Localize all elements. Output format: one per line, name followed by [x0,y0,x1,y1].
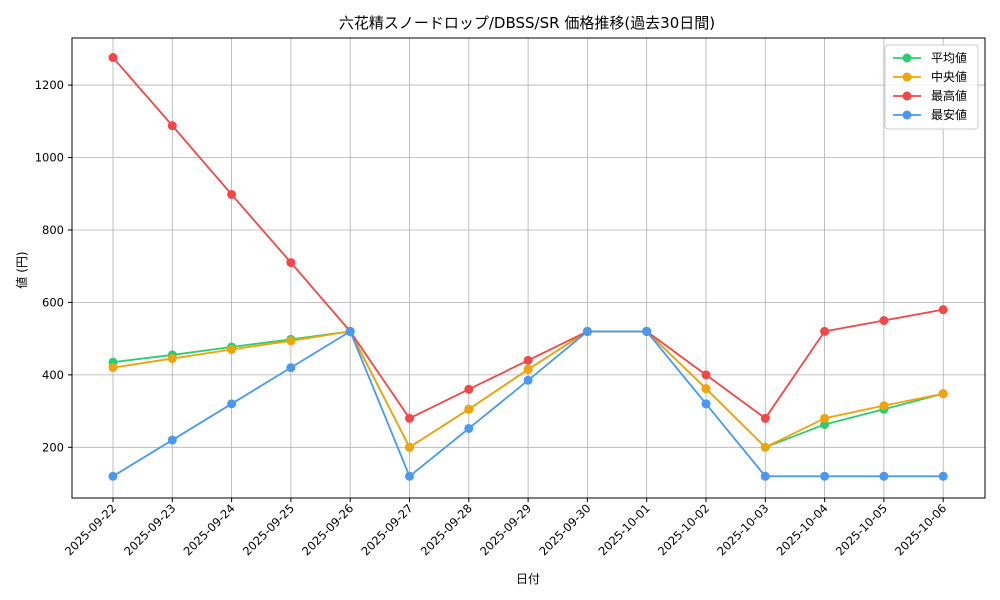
data-point [523,355,533,365]
data-point [108,471,118,481]
series-group [108,53,948,481]
data-point [464,384,474,394]
legend-item: 最高値 [893,88,967,103]
data-point [701,384,711,394]
grid [72,38,985,498]
data-point [938,471,948,481]
series-4 [108,326,948,481]
legend-item: 最安値 [893,107,967,122]
data-point [879,401,889,411]
legend-marker [902,110,912,120]
data-point [167,121,177,131]
y-tick-label: 1000 [35,151,64,165]
legend-label: 平均値 [931,50,967,65]
legend-marker [902,72,912,82]
data-point [464,404,474,414]
legend-item: 中央値 [893,69,967,84]
legend-label: 最安値 [931,107,967,122]
data-point [760,413,770,423]
y-tick-label: 600 [42,295,64,309]
data-point [286,363,296,373]
data-point [701,370,711,380]
y-tick-label: 400 [42,368,64,382]
data-point [820,419,830,429]
legend-label: 中央値 [931,69,967,84]
data-point [938,389,948,399]
data-point [227,344,237,354]
data-point [108,53,118,63]
data-point [760,471,770,481]
data-point [345,326,355,336]
y-tick-label: 1200 [35,78,64,92]
data-point [582,326,592,336]
data-point [523,364,533,374]
y-axis-label: 値 (円) [14,251,29,288]
data-point [760,442,770,452]
data-point [464,423,474,433]
data-point [227,399,237,409]
data-point [405,413,414,423]
y-tick-label: 200 [42,440,64,454]
data-point [227,189,237,199]
data-point [523,375,533,385]
y-tick-label: 800 [42,223,64,237]
chart-title: 六花精スノードロップ/DBSS/SR 価格推移(過去30日間) [339,14,715,32]
data-point [820,471,830,481]
legend-marker [902,53,912,63]
data-point [642,326,652,336]
data-point [167,354,177,364]
data-point [820,326,830,336]
data-point [701,399,711,409]
data-point [286,258,296,268]
data-point [286,336,296,346]
legend-box [884,44,979,130]
legend-item: 平均値 [893,50,967,65]
series-3 [108,53,948,423]
data-point [879,316,889,326]
x-axis-label: 日付 [516,572,540,586]
data-point [405,442,414,452]
legend-label: 最高値 [931,88,967,103]
data-point [820,413,830,423]
data-point [108,363,118,373]
data-point [938,305,948,315]
data-point [405,471,414,481]
legend-marker [902,91,912,101]
data-point [879,471,889,481]
data-point [167,435,177,445]
